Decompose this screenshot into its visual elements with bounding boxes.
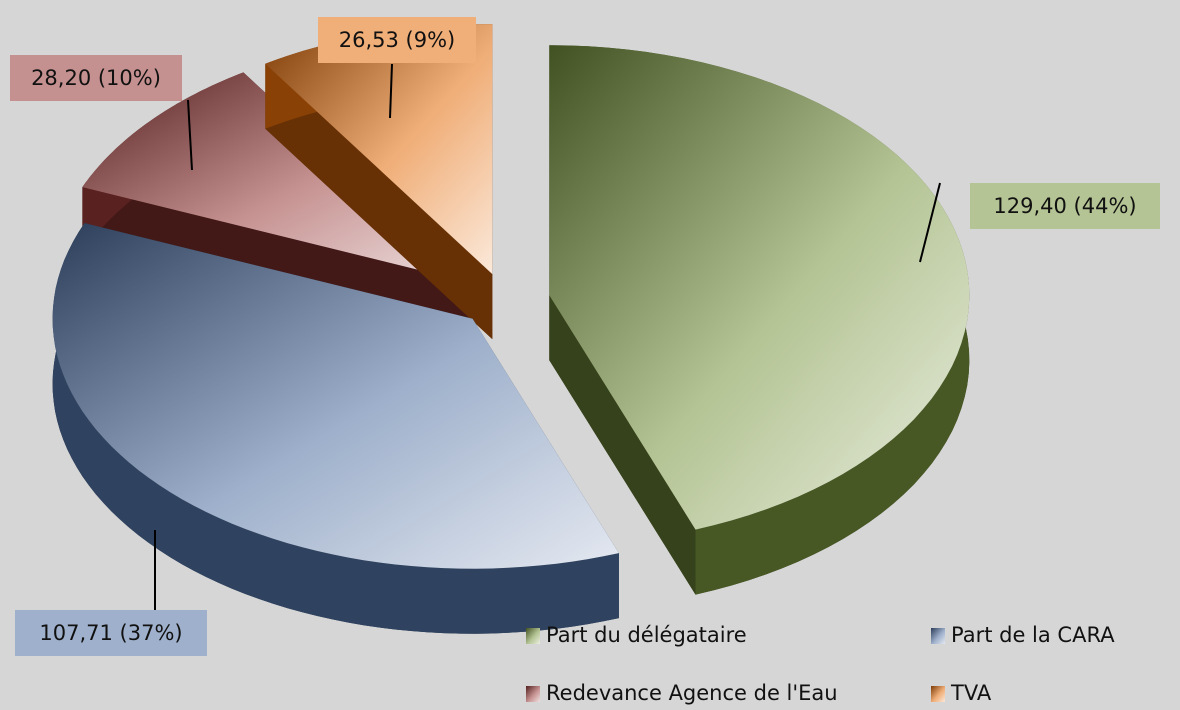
legend-swatch — [526, 686, 540, 702]
legend-label: Redevance Agence de l'Eau — [546, 681, 838, 705]
slice — [549, 45, 970, 530]
legend-swatch — [526, 628, 540, 644]
slice — [549, 45, 970, 595]
data-label: 28,20 (10%) — [31, 66, 161, 90]
slice-wall — [549, 295, 696, 595]
legend-swatch — [931, 628, 945, 644]
slice — [265, 24, 493, 275]
slice-side — [52, 223, 619, 634]
data-label: 129,40 (44%) — [993, 194, 1136, 218]
legend-swatch — [931, 686, 945, 702]
legend-label: Part de la CARA — [951, 623, 1115, 647]
data-label: 26,53 (9%) — [339, 28, 456, 52]
label-box — [15, 610, 207, 656]
slice — [265, 24, 493, 340]
label-box — [318, 17, 476, 63]
label-box — [10, 55, 182, 101]
leader-line — [187, 99, 193, 171]
slice — [52, 223, 619, 569]
label-box — [970, 183, 1160, 229]
legend-label: TVA — [950, 681, 992, 705]
slice-wall — [265, 63, 493, 340]
slice — [52, 223, 619, 634]
legend-label: Part du délégataire — [546, 623, 747, 647]
leader-line — [919, 182, 941, 263]
data-label: 107,71 (37%) — [39, 621, 182, 645]
leader-line — [389, 63, 393, 119]
slice — [82, 72, 471, 283]
